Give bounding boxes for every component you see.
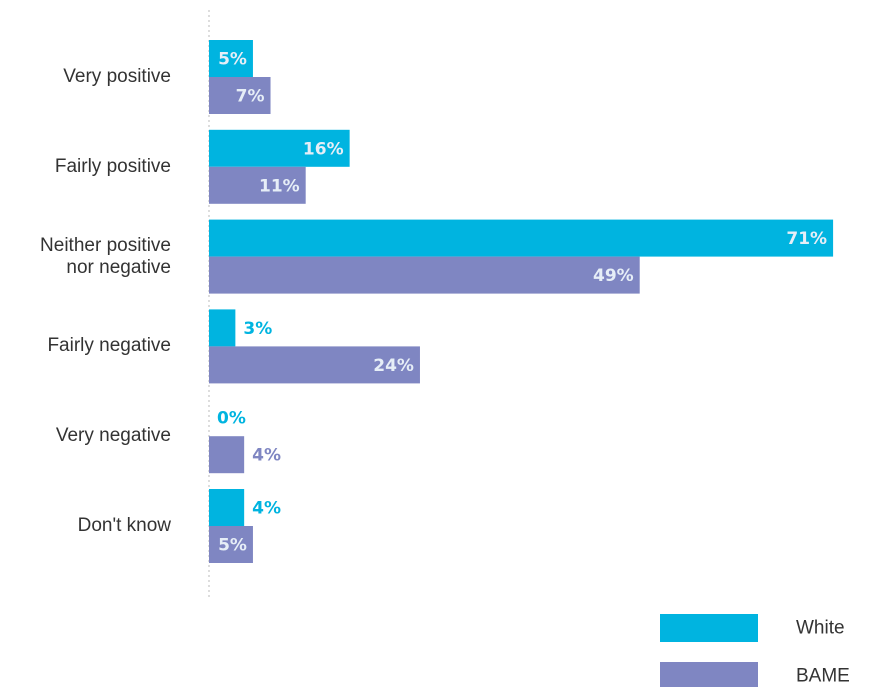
value-label: 4%: [252, 446, 281, 466]
category-label: Fairly positive: [54, 155, 171, 177]
value-label: 0%: [217, 409, 246, 429]
value-label: 24%: [373, 356, 414, 376]
bar: [209, 219, 834, 257]
bar: [209, 129, 350, 167]
legend-label: White: [796, 618, 845, 639]
category-label: Very positive: [63, 66, 171, 87]
value-label: 7%: [236, 87, 265, 107]
bar: [209, 40, 253, 77]
category-label: Neither positive nor negative: [40, 234, 171, 278]
value-label: 16%: [303, 139, 344, 159]
value-label: 4%: [252, 499, 281, 519]
bar: [209, 489, 245, 526]
legend-label: BAME: [796, 666, 850, 687]
value-label: 3%: [243, 319, 272, 339]
category-label: Very negative: [55, 425, 171, 447]
value-label: 5%: [218, 536, 247, 556]
bar: [209, 526, 253, 563]
bar: [209, 436, 245, 474]
value-label: 11%: [259, 176, 300, 196]
bar: [209, 346, 420, 384]
bar: [209, 166, 306, 204]
value-label: 5%: [218, 50, 247, 70]
bar: [209, 256, 640, 294]
legend-swatch: [660, 662, 758, 687]
bar: [209, 309, 236, 347]
value-label: 49%: [593, 266, 634, 286]
category-label: Fairly negative: [47, 335, 171, 357]
value-label: 71%: [786, 229, 827, 249]
legend-swatch: [660, 614, 758, 642]
category-label: Don't know: [77, 515, 171, 536]
bar: [209, 77, 271, 114]
